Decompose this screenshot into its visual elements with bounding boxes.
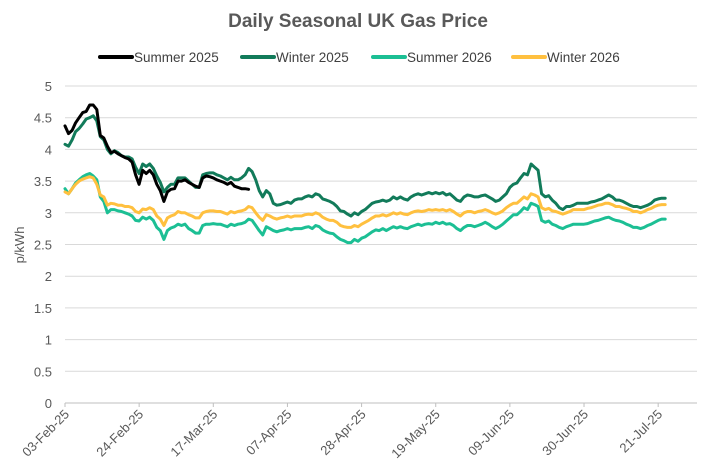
chart-title: Daily Seasonal UK Gas Price <box>228 11 488 32</box>
x-axis-ticks: 03-Feb-25 24-Feb-25 17-Mar-25 07-Apr-25 28-A… <box>19 403 665 461</box>
legend-label: Winter 2026 <box>547 50 620 65</box>
x-tick-label: 03-Feb-25 <box>19 407 72 460</box>
y-tick-label: 0 <box>45 396 52 411</box>
y-tick-label: 3.5 <box>34 174 52 189</box>
gridlines <box>65 85 697 404</box>
series-line-summer-2026 <box>63 172 667 245</box>
legend: Summer 2025 Winter 2025 Summer 2026 Winter … <box>98 50 620 65</box>
y-tick-label: 1.5 <box>34 301 52 316</box>
y-axis-label: p/kWh <box>12 227 27 264</box>
y-tick-label: 3 <box>45 206 52 221</box>
x-tick-label: 30-Jun-25 <box>539 407 591 459</box>
legend-label: Summer 2026 <box>407 50 492 65</box>
x-tick-label: 09-Jun-25 <box>465 407 517 459</box>
series-line-winter-2025 <box>63 114 667 218</box>
x-tick-label: 28-Apr-25 <box>317 407 368 458</box>
y-tick-label: 0.5 <box>34 364 52 379</box>
x-tick-label: 07-Apr-25 <box>243 407 294 458</box>
x-tick-label: 21-Jul-25 <box>616 407 665 456</box>
y-axis-ticks: 0 0.5 1 1.5 2 2.5 3 3.5 4 4.5 5 <box>34 79 52 411</box>
series-line-winter-2026 <box>63 175 667 229</box>
y-tick-label: 1 <box>45 333 52 348</box>
x-tick-label: 19-May-25 <box>388 407 443 462</box>
y-tick-label: 2 <box>45 269 52 284</box>
y-tick-label: 4 <box>45 142 52 157</box>
y-tick-label: 5 <box>45 79 52 94</box>
legend-label: Summer 2025 <box>134 50 219 65</box>
series-line-summer-2025 <box>63 103 251 203</box>
y-tick-label: 2.5 <box>34 238 52 253</box>
y-tick-label: 4.5 <box>34 111 52 126</box>
x-tick-label: 24-Feb-25 <box>93 407 146 460</box>
legend-label: Winter 2025 <box>276 50 349 65</box>
series-lines <box>63 103 667 245</box>
x-tick-label: 17-Mar-25 <box>167 407 220 460</box>
